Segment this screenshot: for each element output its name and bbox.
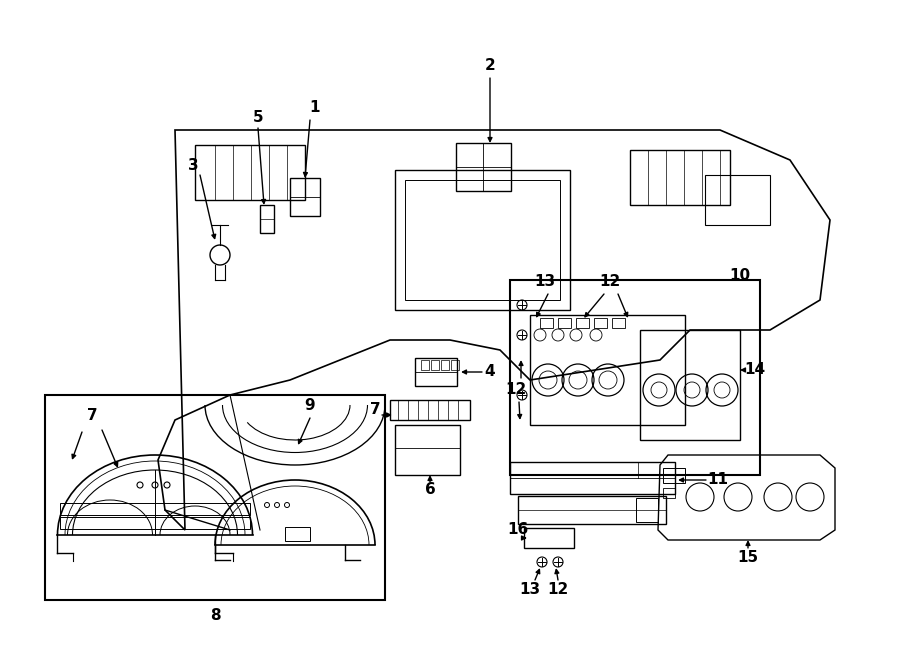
- Bar: [421, 360, 429, 370]
- Text: 11: 11: [707, 473, 728, 488]
- Bar: [576, 318, 589, 328]
- Bar: [640, 330, 740, 440]
- Text: 6: 6: [425, 483, 436, 498]
- Text: 4: 4: [485, 364, 495, 379]
- Bar: [60, 503, 250, 515]
- Bar: [395, 170, 570, 310]
- Text: 13: 13: [519, 582, 541, 598]
- Text: 3: 3: [188, 157, 198, 173]
- Bar: [456, 143, 511, 191]
- Text: 8: 8: [210, 607, 220, 623]
- Bar: [415, 358, 457, 386]
- Text: 7: 7: [370, 403, 381, 418]
- Bar: [45, 395, 385, 600]
- Bar: [518, 496, 666, 524]
- Bar: [260, 205, 274, 233]
- Bar: [612, 318, 625, 328]
- Bar: [510, 462, 675, 494]
- Bar: [441, 360, 449, 370]
- Text: 10: 10: [729, 268, 751, 282]
- Text: 12: 12: [599, 274, 621, 290]
- Text: 13: 13: [535, 274, 555, 290]
- Bar: [405, 180, 560, 300]
- Text: 15: 15: [737, 551, 759, 566]
- Text: 9: 9: [305, 397, 315, 412]
- Bar: [290, 178, 320, 216]
- Bar: [285, 527, 310, 541]
- Bar: [705, 175, 770, 225]
- Bar: [60, 517, 250, 529]
- Text: 1: 1: [310, 100, 320, 116]
- Text: 12: 12: [506, 383, 526, 397]
- Bar: [510, 280, 760, 475]
- Text: 16: 16: [508, 522, 528, 537]
- Bar: [663, 468, 685, 483]
- Bar: [524, 528, 574, 548]
- Text: 12: 12: [547, 582, 569, 598]
- Bar: [395, 425, 460, 475]
- Text: 5: 5: [253, 110, 264, 126]
- Bar: [636, 498, 658, 522]
- Bar: [540, 318, 553, 328]
- Text: 7: 7: [86, 407, 97, 422]
- Text: 14: 14: [744, 362, 766, 377]
- Text: 2: 2: [484, 58, 495, 73]
- Bar: [390, 400, 470, 420]
- Bar: [558, 318, 571, 328]
- Bar: [195, 145, 305, 200]
- Bar: [451, 360, 459, 370]
- Bar: [663, 488, 675, 498]
- Bar: [630, 150, 730, 205]
- Bar: [431, 360, 439, 370]
- Bar: [530, 315, 685, 425]
- Bar: [594, 318, 607, 328]
